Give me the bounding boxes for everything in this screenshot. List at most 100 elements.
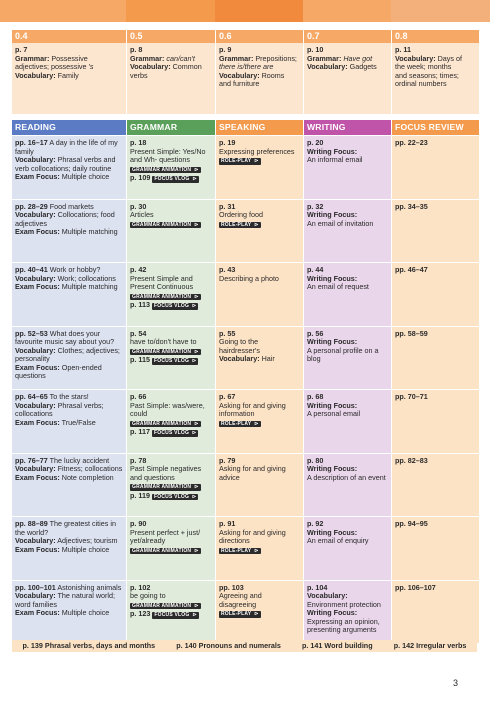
grammar-cell: p. 18 Present Simple: Yes/No and Wh- ques… <box>127 135 215 199</box>
grammar-topic: Present Simple and Present Continuous <box>130 273 194 292</box>
reading-title: What does your favourite music say about… <box>15 328 115 347</box>
reading-cell: pp. 100–101 Astonishing animals Vocabular… <box>12 579 126 643</box>
badge-wrapper[interactable]: FOCUS VLOG ⊳ <box>151 355 199 365</box>
page-ref: p. 68 <box>307 392 324 401</box>
vlog-row: p. 115 FOCUS VLOG ⊳ <box>130 355 212 366</box>
badge-wrapper[interactable]: GRAMMAR ANIMATION ⊳ <box>130 600 201 610</box>
page-ref: p. 20 <box>307 138 324 147</box>
grammar-cell: p. 30 Articles GRAMMAR ANIMATION ⊳ <box>127 198 215 262</box>
top-bar-segment <box>215 0 303 22</box>
reading-cell: pp. 16–17 A day in the life of my family… <box>12 135 126 199</box>
role-play-badge: ROLE-PLAY <box>219 547 254 555</box>
reading-entry: pp. 88–89 The greatest cities in the wor… <box>15 519 123 537</box>
badge-wrapper[interactable]: ROLE-PLAY ⊳ <box>219 155 261 165</box>
text: there is/there are <box>219 62 274 72</box>
page-ref: p. 80 <box>307 455 324 465</box>
badge-wrapper[interactable]: GRAMMAR ANIMATION ⊳ <box>130 545 201 555</box>
text: The natural world; word families <box>15 591 116 609</box>
badge-wrapper[interactable]: FOCUS VLOG ⊳ <box>152 173 199 183</box>
text: the week; months <box>395 62 452 72</box>
label: Writing Focus: <box>307 210 358 220</box>
label: Vocabulary: <box>15 591 56 601</box>
badge-wrapper[interactable]: GRAMMAR ANIMATION ⊳ <box>130 418 201 428</box>
text: Fitness; collocations <box>55 464 123 474</box>
review-cell: pp. 22–23 <box>392 135 479 199</box>
reading-cell: pp. 40–41 Work or hobby? Vocabulary: Work… <box>12 262 126 326</box>
badge-wrapper[interactable]: FOCUS VLOG ⊳ <box>151 300 199 310</box>
page-ref: p. 10 <box>307 45 324 54</box>
text: Multiple matching <box>59 282 118 292</box>
page-ref: pp. 28–29 <box>15 201 48 211</box>
speaking-cell: p. 79 Asking for and giving advice <box>216 452 303 516</box>
reading-title: To the stars! <box>47 392 89 401</box>
exam-line: Exam Focus: Multiple matching <box>15 282 123 292</box>
badge-wrapper[interactable]: GRAMMAR ANIMATION ⊳ <box>130 219 201 229</box>
badge-wrapper[interactable]: FOCUS VLOG ⊳ <box>151 427 199 437</box>
reading-entry: pp. 28–29 Food markets <box>15 201 123 212</box>
play-icon: ⊳ <box>192 484 201 491</box>
text: Collocations; food adjectives <box>15 210 115 228</box>
footer-item: p. 142 Irregular verbs <box>393 641 467 650</box>
grammar-animation-badge: GRAMMAR ANIMATION <box>130 348 194 356</box>
page-ref: p. 66 <box>130 392 147 401</box>
reading-entry: pp. 100–101 Astonishing animals <box>15 583 123 593</box>
page-ref: pp. 106–107 <box>395 582 436 592</box>
speaking-topic: Asking for and giving directions <box>219 527 286 546</box>
page-ref: p. 7 <box>15 45 28 54</box>
badge-wrapper[interactable]: ROLE-PLAY ⊳ <box>219 608 261 618</box>
badge-wrapper[interactable]: ROLE-PLAY ⊳ <box>219 219 261 229</box>
badge-wrapper[interactable]: FOCUS VLOG ⊳ <box>152 609 199 619</box>
focus-vlog-badge: FOCUS VLOG <box>151 493 192 501</box>
speaking-topic: Ordering food <box>219 210 263 220</box>
writing-cell: p. 32 Writing Focus: An email of invitatio… <box>304 198 391 262</box>
grammar-topic: Articles <box>130 210 154 220</box>
badge-row: GRAMMAR ANIMATION ⊳ <box>130 601 212 611</box>
top-bar-segment <box>303 0 391 22</box>
badge-row: GRAMMAR ANIMATION ⊳ <box>130 546 212 556</box>
page-ref: p. 42 <box>130 265 147 274</box>
label: Exam Focus: <box>15 172 60 182</box>
writing-topic: An email of enquiry <box>307 536 369 546</box>
unit-header: 0.4 <box>12 30 126 43</box>
label: Vocabulary: <box>307 62 348 72</box>
label: Grammar: <box>219 53 254 63</box>
grammar-animation-badge: GRAMMAR ANIMATION <box>130 293 194 301</box>
label: Vocabulary: <box>130 62 171 72</box>
badge-wrapper[interactable]: FOCUS VLOG ⊳ <box>151 491 199 501</box>
text: Family <box>55 70 79 80</box>
badge-wrapper[interactable]: GRAMMAR ANIMATION ⊳ <box>130 291 201 301</box>
page-ref: pp. 70–71 <box>395 392 428 401</box>
column-header-speaking: SPEAKING <box>216 120 303 135</box>
page-ref: p. 109 <box>130 173 151 183</box>
review-cell: pp. 94–95 <box>392 516 479 580</box>
exam-line: Exam Focus: Multiple choice <box>15 608 123 618</box>
page-ref: p. 43 <box>219 265 236 274</box>
writing-topic: An informal email <box>307 155 363 165</box>
play-icon: ⊳ <box>192 293 201 301</box>
badge-row: ROLE-PLAY ⊳ <box>219 419 300 429</box>
writing-cell: p. 44 Writing Focus: An email of request <box>304 262 391 326</box>
writing-cell: p. 56 Writing Focus: A personal profile on… <box>304 325 391 389</box>
grammar-topic: Present Simple: Yes/No and Wh- questions <box>130 146 206 165</box>
top-bar-segment <box>126 0 215 22</box>
role-play-badge: ROLE-PLAY <box>219 420 254 428</box>
text: Common <box>170 62 202 72</box>
writing-topic: Expressing an opinion, presenting argume… <box>307 616 380 635</box>
text: verbs <box>130 70 148 80</box>
badge-wrapper[interactable]: ROLE-PLAY ⊳ <box>219 418 261 428</box>
badge-wrapper[interactable]: GRAMMAR ANIMATION ⊳ <box>130 481 201 491</box>
grammar-cell: p. 90 Present perfect + just/ yet/already… <box>127 516 215 580</box>
grammar-topic: Past Simple negatives and questions <box>130 464 202 482</box>
reading-entry: pp. 40–41 Work or hobby? <box>15 265 123 275</box>
badge-row: ROLE-PLAY ⊳ <box>219 156 300 166</box>
badge-wrapper[interactable]: ROLE-PLAY ⊳ <box>219 545 261 555</box>
writing-cell: p. 20 Writing Focus: An informal email <box>304 135 391 199</box>
page-ref: p. 113 <box>130 300 150 310</box>
reading-title: Work or hobby? <box>47 265 101 274</box>
page-ref: pp. 103 <box>219 582 244 592</box>
badge-wrapper[interactable]: GRAMMAR ANIMATION ⊳ <box>130 346 201 356</box>
badge-wrapper[interactable]: GRAMMAR ANIMATION ⊳ <box>130 164 201 174</box>
vocab-line: Vocabulary: Phrasal verbs and verb collo… <box>15 155 123 173</box>
text: Days of <box>435 53 462 63</box>
page-ref: p. 19 <box>219 138 236 147</box>
